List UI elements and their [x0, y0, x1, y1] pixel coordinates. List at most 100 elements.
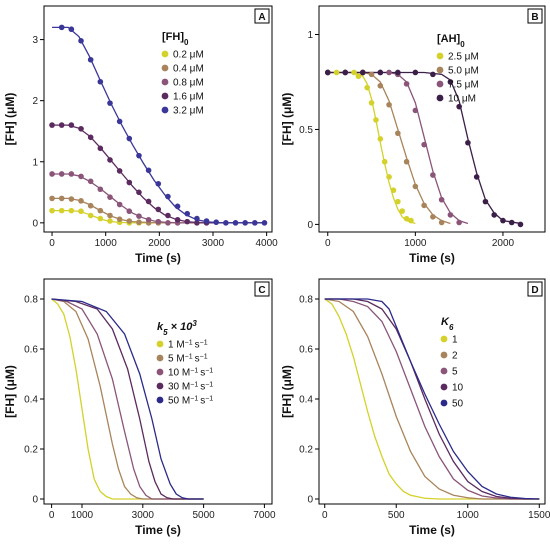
- data-point: [482, 198, 489, 205]
- plot-frame: [43, 278, 273, 505]
- legend-label-value: 5.0 μM: [448, 66, 479, 77]
- legend-label-exp2: −1: [205, 395, 213, 402]
- legend-title-main: [FH]: [162, 31, 184, 43]
- data-point: [49, 171, 55, 177]
- data-point: [373, 117, 379, 123]
- data-point: [408, 217, 414, 224]
- data-point: [97, 145, 104, 152]
- data-point: [97, 78, 104, 85]
- data-point: [145, 198, 152, 205]
- legend-label-value: 7.5 μM: [448, 80, 479, 91]
- legend-marker: [156, 340, 164, 348]
- data-point: [213, 219, 220, 226]
- data-point: [107, 100, 113, 106]
- data-point: [355, 73, 362, 80]
- series-line-3: [327, 71, 521, 225]
- x-tick-label: 3000: [132, 510, 155, 521]
- legend-label-exp: −1: [190, 381, 198, 388]
- y-tick-label: 0.8: [299, 295, 313, 306]
- series-line-1: [324, 298, 540, 500]
- data-point: [381, 158, 388, 165]
- legend: K6 1 2 5 10 50: [440, 316, 464, 410]
- legend-marker: [440, 335, 448, 343]
- data-point: [412, 69, 419, 76]
- data-point: [58, 122, 65, 128]
- legend-title: [FH]0: [162, 31, 189, 47]
- data-point: [403, 158, 410, 165]
- data-point: [473, 174, 480, 180]
- y-axis-label: [FH] (μM): [3, 93, 17, 146]
- panel-d: 0 500 1000 1500 0 0.2 0.4 0.6 0.8 Time (s) [FH] (μ…: [280, 278, 550, 537]
- legend: [AH]0 2.5 μM 5.0 μM 7.5 μM 10 μM: [436, 33, 479, 105]
- legend-marker: [440, 367, 448, 375]
- legend-label-unit: s: [195, 354, 200, 365]
- legend-title-main: k: [157, 321, 164, 333]
- y-tick-label: 0: [32, 495, 38, 506]
- panel-letter: A: [258, 12, 265, 23]
- data-point: [517, 221, 524, 228]
- x-tick-label: 0: [322, 510, 328, 521]
- legend-label: 50: [452, 399, 464, 410]
- legend-marker: [436, 80, 444, 88]
- data-point: [165, 212, 171, 219]
- legend-marker: [440, 383, 448, 391]
- legend-label: 7.5 μM: [448, 80, 479, 91]
- y-axis-label: [FH] (μM): [280, 93, 294, 146]
- data-point: [97, 207, 104, 214]
- legend-title-suffix: × 10: [168, 321, 194, 333]
- data-point: [68, 171, 75, 177]
- data-point: [403, 81, 410, 87]
- legend-label: 10 μM: [448, 94, 476, 105]
- data-point: [184, 218, 191, 225]
- series-line-4: [324, 298, 540, 500]
- data-point: [126, 179, 133, 186]
- data-point: [203, 218, 210, 224]
- data-point: [368, 71, 375, 78]
- x-tick-label: 0: [49, 238, 55, 249]
- legend-label-unit: s: [200, 368, 205, 379]
- legend-label-exp2: −1: [205, 367, 213, 374]
- data-point: [232, 220, 239, 226]
- panel-letter: B: [531, 12, 538, 23]
- data-point: [377, 136, 384, 142]
- series-line-0: [51, 298, 204, 500]
- legend-label-value: 10: [452, 383, 464, 394]
- legend-label: 0.2 μM: [173, 50, 204, 61]
- x-tick-label: 0: [49, 510, 55, 521]
- x-tick-label: 1500: [528, 510, 550, 521]
- data-point: [116, 168, 123, 174]
- data-point: [58, 195, 65, 202]
- panel-letter-box: [527, 281, 543, 297]
- legend-title-sub: 0: [184, 38, 189, 47]
- data-point: [165, 220, 171, 226]
- legend-marker: [440, 351, 448, 359]
- legend-label-value: 0.8 μM: [173, 78, 204, 89]
- legend-marker: [156, 396, 164, 404]
- data-point: [421, 202, 427, 209]
- legend-label: 5 M−1 s−1: [168, 353, 208, 365]
- data-point: [116, 118, 123, 125]
- data-point: [136, 213, 142, 219]
- data-point: [456, 219, 462, 226]
- legend-label-value: 50 M: [168, 396, 190, 407]
- data-point: [49, 207, 55, 214]
- panel-letter: C: [258, 285, 265, 296]
- legend-label: 2.5 μM: [448, 52, 479, 63]
- legend-label-exp2: −1: [200, 339, 208, 346]
- x-axis-label: Time (s): [409, 523, 455, 537]
- legend-label-exp2: −1: [205, 381, 213, 388]
- legend-title-main: [AH]: [437, 33, 461, 45]
- x-tick-label: 2000: [148, 238, 171, 249]
- legend-label: 5: [452, 367, 458, 378]
- data-point: [174, 203, 181, 210]
- legend-label-value: 5 M: [168, 354, 185, 365]
- data-point: [78, 208, 84, 215]
- data-point: [97, 186, 104, 193]
- data-point: [508, 219, 515, 226]
- data-point: [126, 218, 133, 224]
- data-point: [456, 103, 462, 110]
- panel-c: 0 1000 3000 5000 7000 0 0.2 0.4 0.6 0.8 Time (s) [F…: [3, 278, 276, 537]
- data-point: [438, 219, 445, 226]
- data-point: [447, 212, 454, 218]
- x-tick-label: 1000: [71, 510, 94, 521]
